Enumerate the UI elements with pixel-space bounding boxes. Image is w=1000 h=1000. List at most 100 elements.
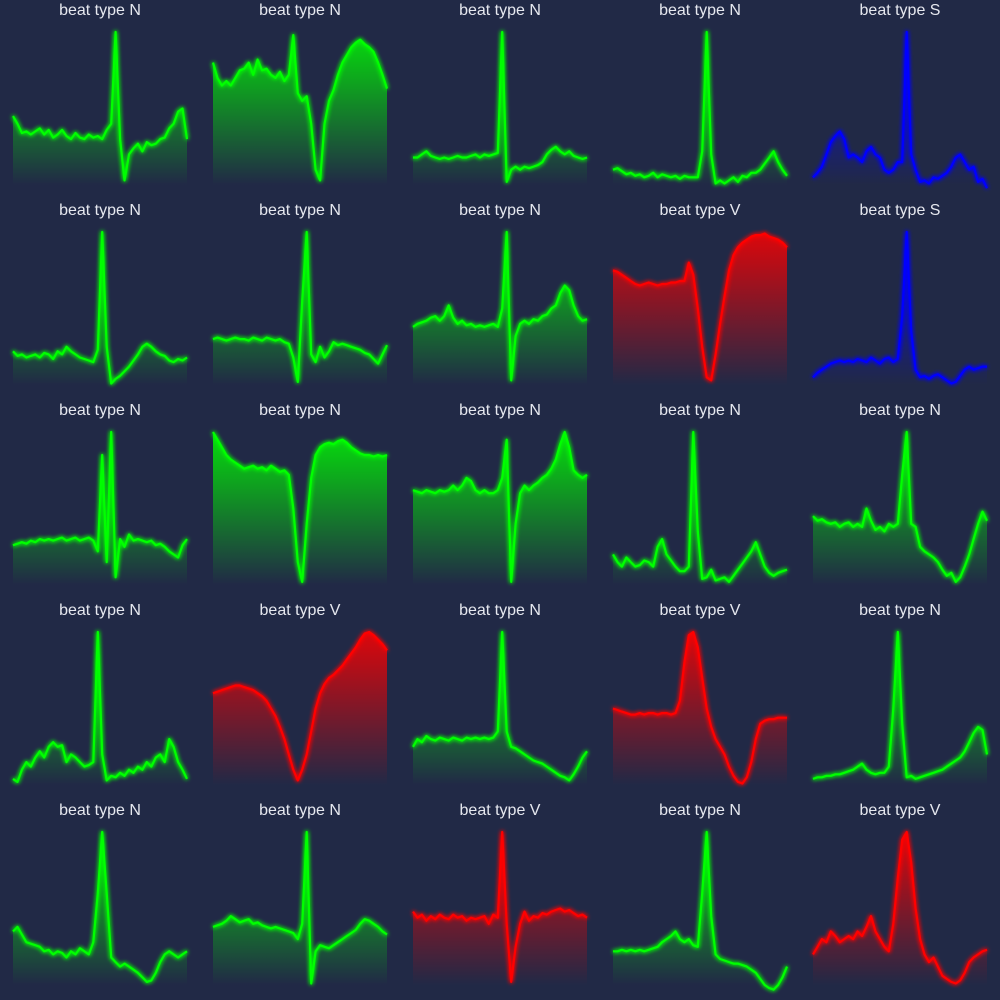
beat-plot (12, 430, 188, 585)
beat-chart: beat type N (400, 0, 600, 200)
chart-title: beat type N (259, 2, 341, 19)
beat-plot (412, 630, 588, 785)
beat-line (812, 630, 989, 780)
chart-title: beat type N (459, 602, 541, 619)
chart-title: beat type N (259, 802, 341, 819)
beat-plot (612, 430, 788, 585)
beat-chart: beat type N (600, 0, 800, 200)
beat-chart: beat type N (0, 200, 200, 400)
beat-line (413, 30, 588, 183)
beat-line (412, 630, 588, 782)
beat-area (13, 832, 187, 985)
chart-title: beat type N (259, 202, 341, 219)
chart-title: beat type V (459, 802, 541, 819)
beat-line (212, 630, 388, 782)
beat-chart: beat type N (400, 200, 600, 400)
beat-chart: beat type N (200, 800, 400, 1000)
beat-area (213, 232, 387, 385)
beat-line (612, 30, 788, 185)
beat-chart: beat type N (200, 200, 400, 400)
beat-area (413, 832, 587, 985)
beat-area (213, 632, 387, 785)
beat-line (412, 230, 588, 382)
beat-line (613, 830, 789, 991)
beat-area (813, 232, 987, 385)
beat-area (813, 32, 987, 189)
beat-chart: beat type N (0, 400, 200, 600)
beat-chart: beat type N (400, 600, 600, 800)
chart-title: beat type N (659, 2, 741, 19)
beat-area (613, 632, 787, 785)
beat-line (12, 230, 188, 385)
beat-area (613, 832, 787, 990)
chart-title: beat type N (59, 802, 141, 819)
beat-plot (212, 230, 388, 385)
beat-chart: beat type N (200, 400, 400, 600)
beat-plot (12, 30, 189, 185)
beat-plot (212, 431, 388, 585)
beat-plot (812, 30, 988, 189)
beat-line (211, 33, 389, 182)
beat-chart: beat type N (600, 400, 800, 600)
beat-line (412, 430, 588, 583)
beat-plot (212, 830, 388, 985)
beat-plot (413, 30, 588, 185)
beat-chart: beat type S (800, 0, 1000, 200)
chart-title: beat type N (659, 802, 741, 819)
beat-chart: beat type S (800, 200, 1000, 400)
beat-area (13, 32, 187, 185)
beat-plot (612, 232, 788, 385)
beat-chart: beat type N (200, 0, 400, 200)
beat-line (812, 830, 988, 985)
beat-chart: beat type N (800, 600, 1000, 800)
beat-plot (412, 230, 588, 385)
beat-plot (812, 230, 987, 385)
beat-line (12, 630, 188, 783)
chart-title: beat type N (459, 202, 541, 219)
beat-plot (812, 830, 988, 985)
chart-title: beat type S (859, 2, 941, 19)
chart-title: beat type V (659, 202, 741, 219)
beat-line (12, 830, 188, 983)
beat-plot (212, 630, 388, 785)
beat-area (413, 232, 587, 385)
beat-plot (812, 430, 988, 585)
beat-chart: beat type V (200, 600, 400, 800)
beat-plot (12, 830, 188, 985)
beat-line (812, 230, 987, 385)
chart-title: beat type V (859, 802, 941, 819)
beat-chart: beat type V (800, 800, 1000, 1000)
chart-title: beat type N (659, 402, 741, 419)
beat-chart: beat type N (800, 400, 1000, 600)
beat-plot (412, 430, 588, 585)
beat-line (412, 830, 588, 983)
beat-area (413, 432, 587, 585)
beat-plot (613, 830, 789, 991)
beat-plot (812, 630, 989, 785)
chart-title: beat type N (59, 2, 141, 19)
beat-plot (612, 630, 787, 785)
beat-chart: beat type V (600, 200, 800, 400)
beat-chart: beat type N (0, 800, 200, 1000)
chart-title: beat type N (459, 402, 541, 419)
chart-title: beat type N (59, 402, 141, 419)
beat-plot (12, 230, 188, 385)
beat-line (612, 430, 788, 583)
beat-area (813, 832, 987, 985)
beat-area (213, 432, 387, 585)
chart-title: beat type N (859, 402, 941, 419)
beat-area (613, 432, 787, 585)
beat-area (213, 35, 387, 185)
beat-line (812, 30, 988, 189)
beat-chart: beat type N (0, 600, 200, 800)
beat-line (12, 30, 189, 182)
beat-area (213, 832, 387, 985)
beat-chart: beat type N (600, 800, 800, 1000)
beat-chart: beat type N (400, 400, 600, 600)
beat-area (613, 32, 787, 185)
beat-area (613, 233, 787, 385)
chart-title: beat type N (59, 202, 141, 219)
chart-title: beat type S (859, 202, 941, 219)
beat-area (413, 632, 587, 785)
